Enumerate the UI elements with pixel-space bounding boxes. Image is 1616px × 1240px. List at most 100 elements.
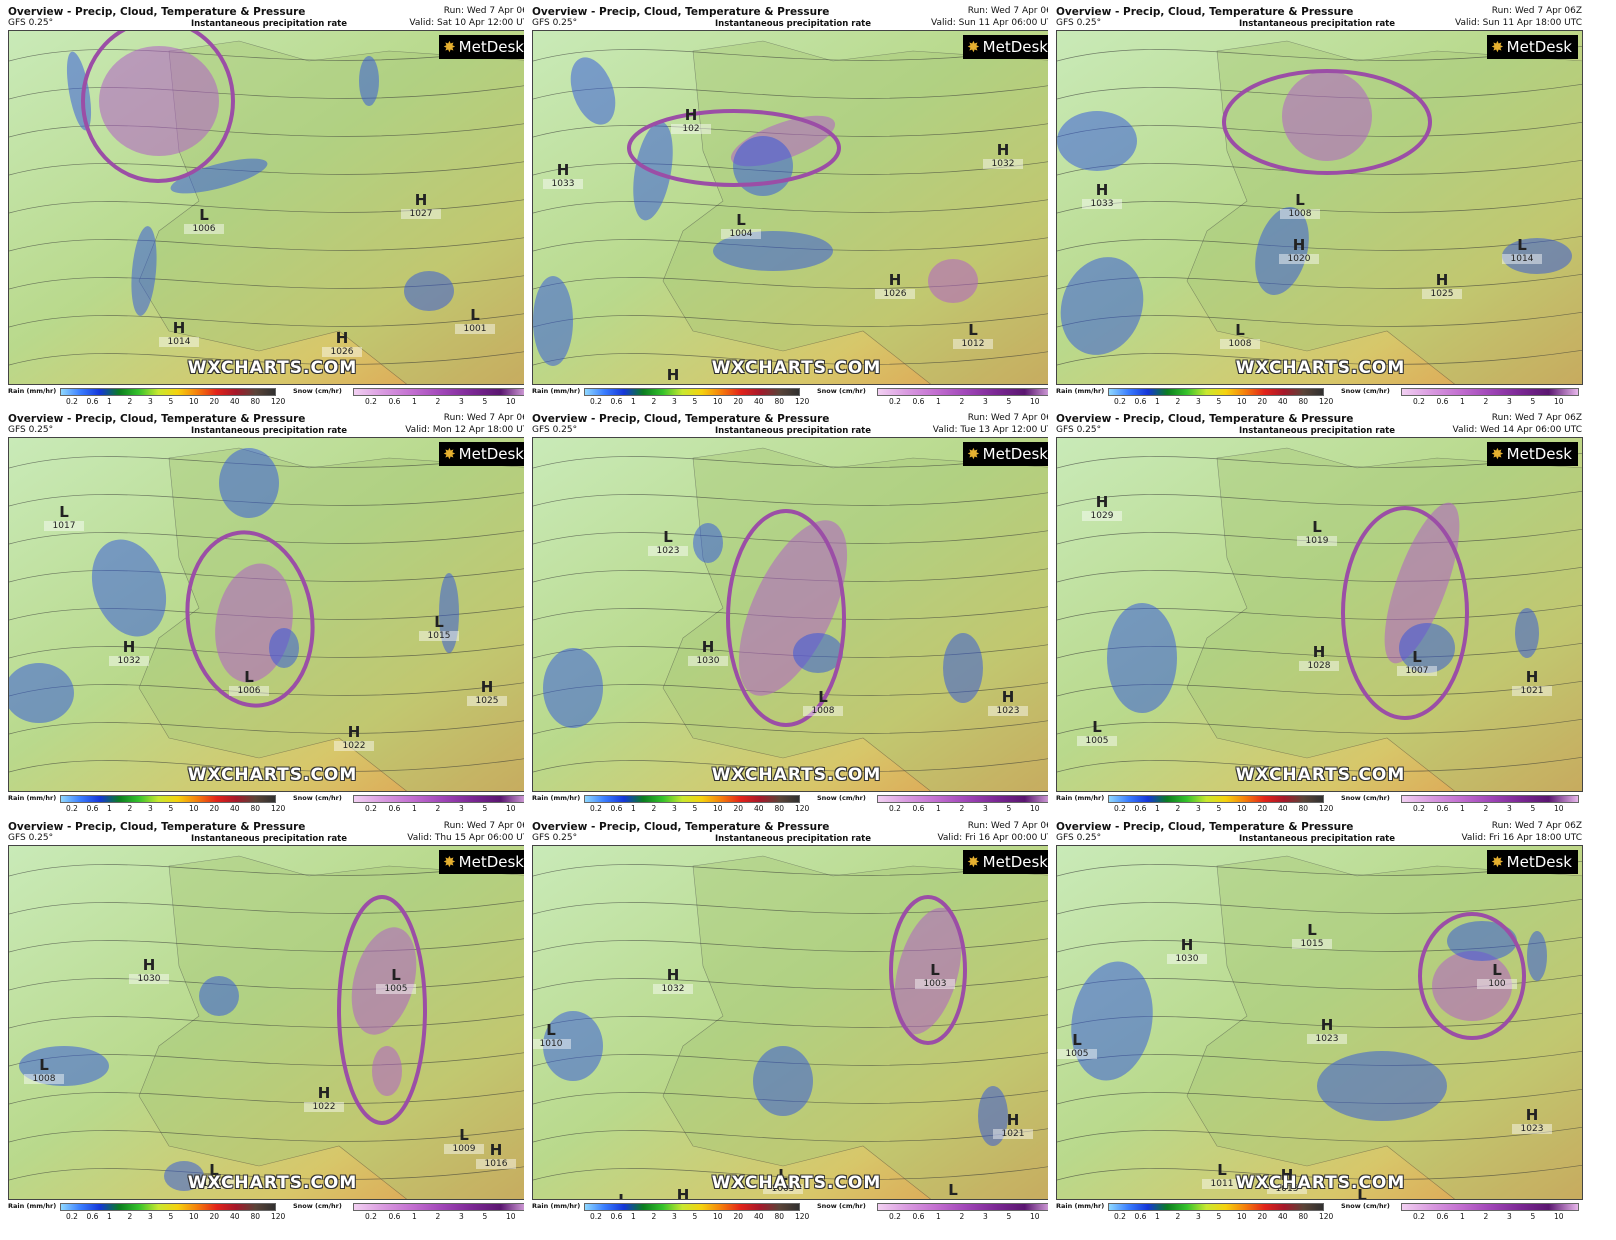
snow-legend-label: Snow (cm/hr) [293,387,342,395]
snow-scale-bar [1401,1203,1579,1211]
pressure-symbol: L [968,321,978,339]
pressure-symbol: L [470,306,480,324]
isobar-line [9,235,534,252]
rain-tick-label: 1 [631,1212,636,1221]
snow-tick-label: 10 [506,397,516,406]
valid-time-label: Valid: Sun 11 Apr 06:00 UTC [931,18,1058,28]
rain-tick-label: 1 [107,397,112,406]
rain-tick-label: 1 [107,1212,112,1221]
pressure-symbol: H [347,723,361,741]
rain-tick-label: 2 [1175,1212,1181,1221]
rain-tick-label: 20 [1257,1212,1268,1221]
chart-subtitle: Instantaneous precipitation rate [1238,19,1396,29]
rain-tick-label: 20 [209,397,220,406]
weather-map: H1032L1010L1003H1021L1005L1013L1017H1017… [532,845,1059,1200]
isobar-line [533,756,1058,773]
snow-legend-label: Snow (cm/hr) [293,1202,342,1210]
pressure-value: 1015 [419,631,459,641]
pressure-center: H 1014 [159,319,199,347]
pressure-center: L 1009 [444,1126,484,1154]
pressure-value: 1032 [653,984,693,994]
rain-tick-label: 0.6 [1134,1212,1147,1221]
pressure-value: 1014 [1502,254,1542,264]
pressure-value: 1025 [467,696,507,706]
chart-subtitle: Instantaneous precipitation rate [1238,834,1396,844]
rain-tick-label: 80 [250,804,261,813]
pressure-value: 1032 [983,159,1023,169]
isobar-line [533,718,1058,735]
snow-tick-label: 0.6 [1436,1212,1449,1221]
rain-tick-label: 5 [692,1212,698,1221]
rain-area [359,56,379,106]
rain-tick-label: 120 [795,804,810,813]
snow-tick-label: 3 [459,397,464,406]
rain-tick-label: 0.6 [86,397,99,406]
snow-tick-label: 0.2 [889,804,901,813]
rain-tick-label: 0.2 [66,804,78,813]
snow-area [1384,502,1460,664]
rain-area [170,158,268,194]
pressure-value: 1008 [1280,209,1320,219]
rain-legend-label: Rain (mm/hr) [8,1202,57,1210]
pressure-center: H 1021 [1512,668,1552,696]
isobar-line [1057,898,1582,915]
rain-tick-label: 20 [1257,804,1268,813]
snow-legend-label: Snow (cm/hr) [293,794,342,802]
pressure-center: L999 [1342,1186,1382,1199]
snow-scale-bar [353,1203,531,1211]
pressure-value: 1030 [688,656,728,666]
rain-area [439,573,459,653]
pressure-symbol: H [1525,1106,1539,1124]
rain-tick-label: 1 [1155,1212,1160,1221]
rain-tick-label: 0.6 [86,1212,99,1221]
pressure-center: L 1006 [229,668,269,696]
pressure-symbol: H [666,966,680,984]
pressure-value: 1026 [875,289,915,299]
isobar-line [9,718,534,735]
pressure-center: L 1014 [1502,236,1542,264]
snow-tick-label: 0.2 [889,397,901,406]
valid-time-label: Valid: Thu 15 Apr 06:00 UTC [407,833,534,843]
snow-tick-label: 3 [983,1212,988,1221]
rain-tick-label: 0.2 [590,804,602,813]
panel-header: Overview - Precip, Cloud, Temperature & … [0,815,538,845]
rain-tick-label: 0.2 [66,397,78,406]
pressure-symbol: H [556,161,570,179]
rain-tick-label: 0.6 [86,804,99,813]
rain-tick-label: 120 [795,1212,810,1221]
map-graphic [9,438,534,791]
logo-star-icon: ✸ [967,445,980,463]
rain-tick-label: 120 [271,397,286,406]
watermark: WXCHARTS.COM [187,765,358,785]
highlight-circle [81,31,235,183]
pressure-value: 1011 [1202,1179,1242,1189]
precip-legend: Rain (mm/hr) 0.2 0.6 1 2 3 5 10 20 40 80 120 Snow (c… [8,793,535,815]
metdesk-logo: ✸ MetDesk [963,35,1054,59]
pressure-symbol: L [1492,961,1502,979]
snow-tick-label: 2 [1483,397,1489,406]
forecast-panel: Overview - Precip, Cloud, Temperature & … [524,407,1062,815]
pressure-symbol: L [1307,921,1317,939]
map-graphic [1057,846,1582,1199]
pressure-center: L 1004 [721,211,761,239]
isobar-line [9,898,534,915]
snow-tick-label: 1 [412,397,417,406]
pressure-center: H 1026 [875,271,915,299]
pressure-center: H 1032 [109,638,149,666]
isobar-line [533,121,1058,138]
pressure-symbol: H [1095,493,1109,511]
pressure-symbol: L [59,503,69,521]
pressure-center: L 100 [1477,961,1517,989]
pressure-symbol: H [676,1186,690,1200]
isobar-line [9,1164,534,1181]
rain-tick-label: 2 [651,804,657,813]
forecast-panel: Overview - Precip, Cloud, Temperature & … [0,407,538,815]
pressure-center: H 1028 [1299,643,1339,671]
rain-area [164,1161,204,1191]
rain-legend-label: Rain (mm/hr) [1056,387,1105,395]
pressure-symbol: L [1072,1031,1082,1049]
pressure-value: 1029 [1082,511,1122,521]
snow-tick-label: 1 [412,1212,417,1221]
pressure-symbol: H [684,106,698,124]
chart-title: Overview - Precip, Cloud, Temperature & … [1056,821,1354,833]
